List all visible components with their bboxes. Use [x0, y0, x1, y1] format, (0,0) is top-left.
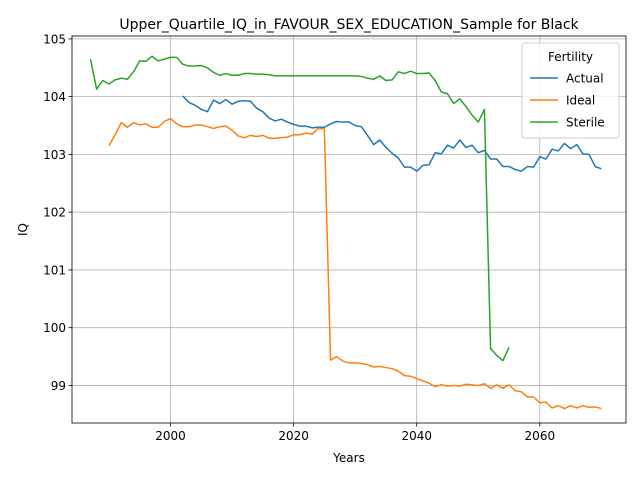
y-tick-label: 103	[43, 148, 66, 162]
y-tick-label: 101	[43, 263, 66, 277]
x-axis-label: Years	[332, 451, 365, 465]
x-tick-label: 2000	[155, 429, 186, 443]
x-tick-label: 2040	[401, 429, 432, 443]
legend: Fertility Actual Ideal Sterile	[521, 42, 620, 139]
series-line-sterile	[89, 55, 510, 362]
legend-label-sterile: Sterile	[566, 116, 605, 130]
y-tick-label: 104	[43, 90, 66, 104]
y-tick-label: 99	[51, 379, 66, 393]
chart-title: Upper_Quartile_IQ_in_FAVOUR_SEX_EDUCATIO…	[119, 17, 579, 33]
series-line-ideal	[108, 117, 602, 410]
y-tick-label: 100	[43, 321, 66, 335]
y-tick-label: 102	[43, 206, 66, 220]
x-tick-label: 2020	[278, 429, 309, 443]
legend-box	[521, 42, 620, 139]
y-axis-label: IQ	[16, 223, 30, 236]
legend-title: Fertility	[548, 50, 593, 64]
series-lines	[89, 55, 602, 410]
x-tick-label: 2060	[525, 429, 556, 443]
y-tick-label: 105	[43, 32, 66, 46]
legend-label-ideal: Ideal	[566, 94, 595, 108]
plot-frame	[71, 35, 627, 424]
legend-label-actual: Actual	[566, 72, 604, 86]
ticks: 2000 2020 2040 2060 99 100 101 102 103 104 105	[43, 32, 555, 443]
legend-entries: Actual Ideal Sterile	[530, 72, 605, 130]
series-line-actual	[182, 95, 602, 172]
